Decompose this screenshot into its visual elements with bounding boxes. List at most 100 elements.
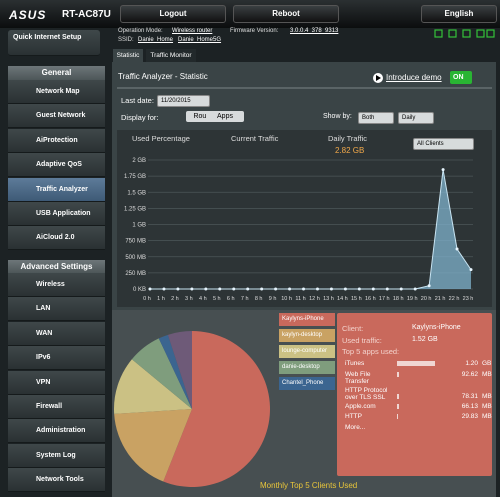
point: [455, 247, 459, 251]
y-tick-label: 0 KB: [133, 287, 146, 293]
x-tick-label: 3 h: [185, 296, 193, 302]
menu-item[interactable]: WAN: [8, 321, 105, 346]
intro-link[interactable]: Introduce demo: [386, 73, 442, 82]
point: [399, 287, 403, 291]
toggle[interactable]: ON: [450, 71, 472, 84]
detail-label: Top 5 apps used:: [342, 347, 400, 356]
x-tick-label: 18 h: [393, 296, 404, 302]
x-tick-label: 11 h: [295, 296, 305, 302]
legend-entry[interactable]: Chantel_Phone: [279, 377, 335, 390]
detail-label: Client:: [342, 324, 364, 333]
info-value[interactable]: 3.0.0.4_378_9313: [290, 28, 339, 34]
reboot-button[interactable]: Reboot: [233, 5, 339, 23]
point: [329, 287, 333, 291]
legend-entry[interactable]: danie-desktop: [279, 361, 335, 374]
menu-item[interactable]: AiProtection: [8, 128, 105, 153]
legend-entry[interactable]: kaylyn-desktop: [279, 329, 335, 342]
select[interactable]: Both: [358, 112, 394, 124]
status-icon: [486, 29, 495, 38]
x-tick-label: 21 h: [435, 296, 446, 302]
tab[interactable]: Traffic Monitor: [146, 49, 196, 62]
point: [302, 287, 306, 291]
point: [204, 287, 208, 291]
point: [343, 287, 347, 291]
label: Display for:: [121, 113, 159, 122]
client-select[interactable]: All Clients: [413, 138, 474, 150]
menu-item[interactable]: Administration: [8, 419, 105, 444]
legend-entry[interactable]: Kaylyns-iPhone: [279, 313, 335, 326]
app-unit: MB: [482, 393, 492, 400]
column-header: Daily Traffic: [328, 134, 368, 143]
info-value[interactable]: Wireless router: [172, 28, 213, 34]
y-tick-label: 2 GB: [132, 158, 146, 164]
menu-item[interactable]: USB Application: [8, 202, 105, 226]
point: [315, 287, 319, 291]
label: Last date:: [121, 96, 154, 105]
menu-item[interactable]: Adaptive QoS: [8, 153, 105, 178]
detail-value: Kaylyns-iPhone: [412, 324, 461, 331]
info-label: Firmware Version:: [230, 28, 279, 34]
point: [274, 287, 278, 291]
area: [150, 169, 471, 289]
point: [469, 268, 473, 272]
x-tick-label: 0 h: [143, 296, 151, 302]
menu-item[interactable]: Wireless: [8, 273, 105, 297]
detail-label: Used traffic:: [342, 336, 382, 345]
menu-item[interactable]: Network Tools: [8, 468, 105, 493]
y-tick-label: 1 GB: [132, 223, 146, 229]
point: [260, 287, 264, 291]
tab[interactable]: Statistic: [113, 49, 143, 62]
quick-setup[interactable]: Quick Internet Setup: [8, 30, 100, 56]
legend-entry[interactable]: lounge-computer: [279, 345, 335, 358]
info-value[interactable]: Danie_Home: [138, 37, 174, 43]
info-value[interactable]: Danie_Home5G: [178, 37, 222, 43]
app-name: HTTP: [345, 413, 362, 420]
x-tick-label: 1 h: [157, 296, 165, 302]
menu-item[interactable]: LAN: [8, 297, 105, 322]
app-name: HTTP Protocol over TLS SSL: [345, 387, 388, 401]
display-button[interactable]: Router: [186, 111, 222, 122]
detail-value: 1.52 GB: [412, 336, 438, 343]
more-link[interactable]: More...: [345, 424, 366, 431]
menu-item[interactable]: AiCloud 2.0: [8, 226, 105, 251]
menu-item[interactable]: Traffic Analyzer: [8, 177, 105, 202]
model: RT-AC87U: [62, 9, 111, 20]
select[interactable]: Daily: [398, 112, 434, 124]
panel-title: Traffic Analyzer - Statistic: [118, 72, 208, 81]
pie-slice: [158, 334, 192, 409]
date-input[interactable]: 11/20/2015: [157, 95, 210, 107]
point: [246, 287, 250, 291]
menu-item[interactable]: Guest Network: [8, 104, 105, 129]
menu-item[interactable]: Firewall: [8, 395, 105, 419]
menu-item[interactable]: Network Map: [8, 80, 105, 104]
point: [176, 287, 180, 291]
status-icon: [462, 29, 471, 38]
x-tick-label: 10 h: [281, 296, 292, 302]
point: [371, 287, 375, 291]
x-tick-label: 4 h: [199, 296, 207, 302]
x-tick-label: 12 h: [309, 296, 320, 302]
pie-title: Monthly Top 5 Clients Used: [260, 481, 358, 490]
menu-item[interactable]: IPv6: [8, 346, 105, 371]
menu-item[interactable]: System Log: [8, 443, 105, 468]
x-tick-label: 5 h: [213, 296, 221, 302]
x-tick-label: 9 h: [269, 296, 277, 302]
app-amount: 1.20: [465, 360, 478, 367]
app-unit: MB: [482, 371, 492, 378]
menu-item[interactable]: VPN: [8, 370, 105, 395]
x-tick-label: 13 h: [323, 296, 334, 302]
line: [150, 169, 472, 290]
language-select[interactable]: English: [421, 5, 497, 23]
point: [288, 287, 292, 291]
x-tick-label: 19 h: [407, 296, 418, 302]
pie-slice: [114, 409, 192, 482]
status-icon: [448, 29, 457, 38]
app-amount: 78.31: [461, 393, 478, 400]
app-amount: 66.13: [461, 403, 478, 410]
chart-panel: [117, 130, 492, 307]
display-button[interactable]: Apps: [206, 111, 244, 122]
pie-slice: [163, 331, 271, 487]
x-tick-label: 16 h: [365, 296, 376, 302]
x-tick-label: 6 h: [227, 296, 235, 302]
logout-button[interactable]: Logout: [120, 5, 226, 23]
